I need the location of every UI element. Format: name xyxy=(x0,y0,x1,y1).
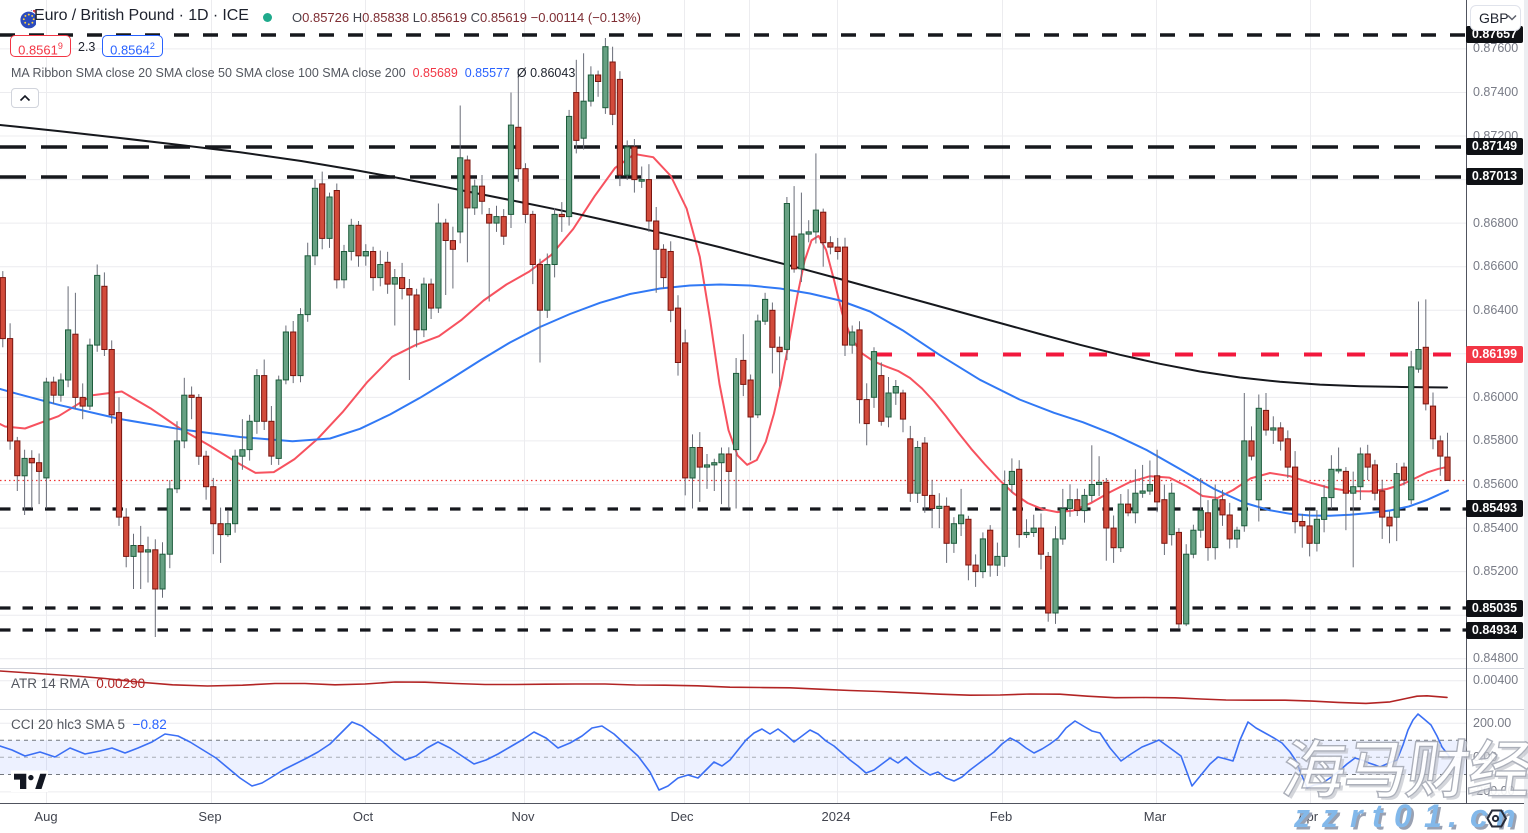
svg-text:c: c xyxy=(1470,798,1488,833)
svg-text:1: 1 xyxy=(1427,801,1445,833)
svg-text:z: z xyxy=(1324,801,1341,833)
svg-text:0: 0 xyxy=(1397,801,1415,833)
svg-text:r: r xyxy=(1353,801,1367,833)
svg-text:z: z xyxy=(1321,798,1338,833)
svg-text:c: c xyxy=(1473,801,1491,833)
svg-text:0: 0 xyxy=(1394,798,1412,833)
svg-text:.: . xyxy=(1448,798,1457,833)
svg-text:r: r xyxy=(1350,798,1364,833)
svg-text:t: t xyxy=(1372,798,1384,833)
svg-text:n: n xyxy=(1496,798,1516,833)
svg-text:t: t xyxy=(1375,801,1387,833)
svg-text:.: . xyxy=(1451,801,1460,833)
svg-text:z: z xyxy=(1296,801,1313,833)
svg-text:1: 1 xyxy=(1424,798,1442,833)
svg-text:z: z xyxy=(1293,798,1310,833)
